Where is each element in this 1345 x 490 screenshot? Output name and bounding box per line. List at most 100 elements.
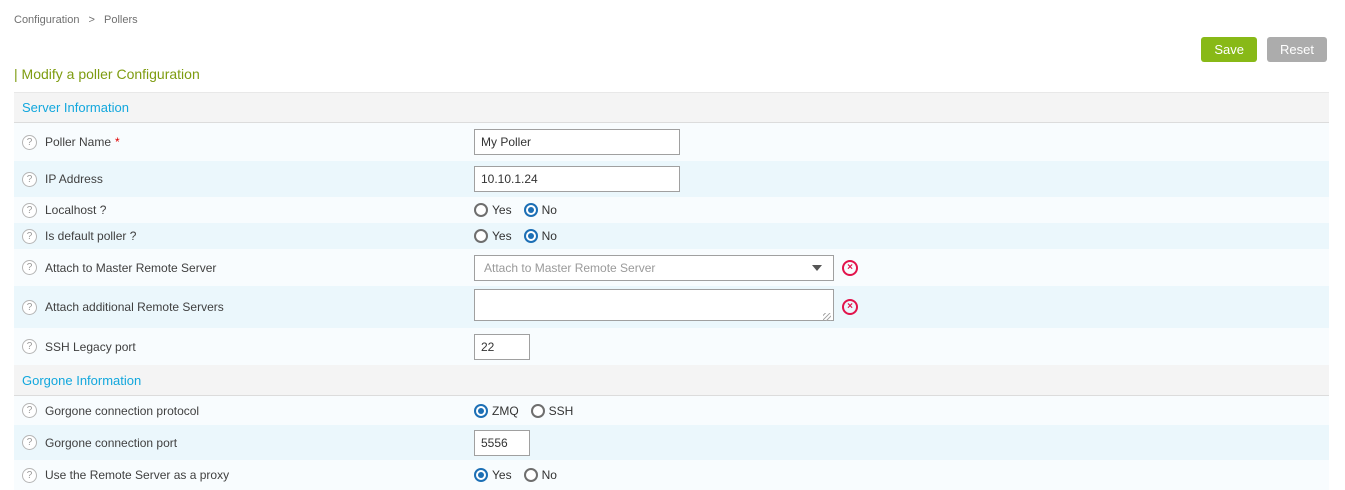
label-col: ? Gorgone connection protocol [14, 403, 474, 418]
radio-icon[interactable] [523, 468, 538, 482]
help-icon[interactable]: ? [22, 228, 37, 244]
row-gorgone-port: ? Gorgone connection port [14, 425, 1329, 460]
radio-label: Yes [492, 203, 512, 217]
radio-label: SSH [548, 403, 574, 418]
page-title: | Modify a poller Configuration [14, 66, 200, 82]
row-localhost: ? Localhost ? Yes No [14, 197, 1329, 223]
label-col: ? Attach additional Remote Servers [14, 299, 474, 315]
control-col: × [474, 288, 858, 326]
radio-label: Yes [492, 229, 512, 243]
resize-grip-icon[interactable] [823, 312, 831, 321]
field-label: Attach additional Remote Servers [45, 300, 224, 314]
label-col: ? Attach to Master Remote Server [14, 260, 474, 275]
save-button[interactable]: Save [1201, 37, 1258, 62]
row-attach-additional: ? Attach additional Remote Servers × [14, 286, 1329, 328]
row-ssh-port: ? SSH Legacy port [14, 328, 1329, 365]
radio-label: No [541, 229, 557, 243]
toolbar: Save Reset [1201, 37, 1327, 62]
field-label: Attach to Master Remote Server [45, 260, 217, 275]
control-col: ZMQ SSH [474, 403, 585, 418]
field-label: Localhost ? [45, 203, 107, 217]
field-label: Poller Name [45, 135, 112, 149]
attach-additional-textarea[interactable] [474, 288, 834, 321]
row-default-poller: ? Is default poller ? Yes No [14, 223, 1329, 249]
help-icon[interactable]: ? [22, 435, 37, 450]
default-poller-no-radio[interactable]: No [523, 229, 557, 243]
section-header-server-information: Server Information [14, 93, 1329, 123]
required-asterisk: * [115, 135, 120, 149]
proxy-yes-radio[interactable]: Yes [474, 468, 512, 482]
section-title: Gorgone Information [22, 372, 142, 388]
control-col: Yes No [474, 229, 569, 243]
help-icon[interactable]: ? [22, 134, 37, 150]
control-col: Yes No [474, 468, 569, 482]
field-label: Use the Remote Server as a proxy [45, 468, 230, 482]
control-col [474, 333, 530, 360]
breadcrumb-item-pollers[interactable]: Pollers [104, 14, 138, 26]
field-label: IP Address [45, 172, 103, 186]
section-title: Server Information [22, 100, 129, 115]
label-col: ? IP Address [14, 171, 474, 187]
radio-checked-icon[interactable] [474, 468, 488, 482]
field-label: Gorgone connection port [45, 435, 178, 450]
radio-icon[interactable] [474, 229, 488, 243]
label-col: ? Poller Name * [14, 134, 474, 150]
breadcrumb: Configuration > Pollers [14, 14, 144, 26]
default-poller-yes-radio[interactable]: Yes [474, 229, 512, 243]
radio-checked-icon[interactable] [474, 403, 488, 418]
row-gorgone-protocol: ? Gorgone connection protocol ZMQ SSH [14, 396, 1329, 425]
label-col: ? Localhost ? [14, 202, 474, 218]
radio-checked-icon[interactable] [523, 203, 538, 217]
gorgone-port-input[interactable] [474, 429, 530, 456]
control-col [474, 129, 680, 155]
control-col: Attach to Master Remote Server × [474, 254, 858, 281]
control-col [474, 166, 680, 192]
radio-label: No [541, 468, 557, 482]
label-col: ? SSH Legacy port [14, 339, 474, 354]
section-header-gorgone-information: Gorgone Information [14, 365, 1329, 396]
breadcrumb-item-configuration[interactable]: Configuration [14, 14, 80, 26]
field-label: Gorgone connection protocol [45, 403, 200, 418]
proxy-no-radio[interactable]: No [523, 468, 557, 482]
help-icon[interactable]: ? [22, 467, 37, 483]
radio-icon[interactable] [474, 203, 488, 217]
radio-label: No [541, 203, 557, 217]
label-col: ? Use the Remote Server as a proxy [14, 467, 474, 483]
row-ip-address: ? IP Address [14, 161, 1329, 197]
row-remote-proxy: ? Use the Remote Server as a proxy Yes N… [14, 460, 1329, 490]
textarea-wrap [474, 288, 834, 326]
ip-address-input[interactable] [474, 166, 680, 192]
localhost-yes-radio[interactable]: Yes [474, 203, 512, 217]
radio-label: ZMQ [492, 403, 519, 418]
label-col: ? Gorgone connection port [14, 435, 474, 450]
localhost-no-radio[interactable]: No [523, 203, 557, 217]
breadcrumb-separator: > [88, 14, 95, 26]
attach-master-select[interactable]: Attach to Master Remote Server [474, 254, 834, 281]
field-label: Is default poller ? [45, 229, 137, 243]
protocol-ssh-radio[interactable]: SSH [530, 403, 574, 418]
poller-form: Server Information ? Poller Name * ? IP … [14, 92, 1329, 490]
row-poller-name: ? Poller Name * [14, 123, 1329, 161]
control-col [474, 429, 530, 456]
help-icon[interactable]: ? [22, 260, 37, 275]
poller-name-input[interactable] [474, 129, 680, 155]
help-icon[interactable]: ? [22, 171, 37, 187]
select-placeholder: Attach to Master Remote Server [484, 260, 656, 275]
help-icon[interactable]: ? [22, 202, 37, 218]
radio-icon[interactable] [530, 403, 545, 418]
radio-label: Yes [492, 468, 512, 482]
reset-button[interactable]: Reset [1267, 37, 1327, 62]
ssh-port-input[interactable] [474, 333, 530, 360]
help-icon[interactable]: ? [22, 339, 37, 354]
protocol-zmq-radio[interactable]: ZMQ [474, 403, 519, 418]
field-label: SSH Legacy port [45, 339, 136, 354]
radio-checked-icon[interactable] [523, 229, 538, 243]
help-icon[interactable]: ? [22, 403, 37, 418]
clear-selection-icon[interactable]: × [842, 259, 858, 276]
label-col: ? Is default poller ? [14, 228, 474, 244]
chevron-down-icon [812, 264, 822, 271]
clear-selection-icon[interactable]: × [842, 299, 858, 315]
row-attach-master: ? Attach to Master Remote Server Attach … [14, 249, 1329, 286]
help-icon[interactable]: ? [22, 299, 37, 315]
control-col: Yes No [474, 203, 569, 217]
